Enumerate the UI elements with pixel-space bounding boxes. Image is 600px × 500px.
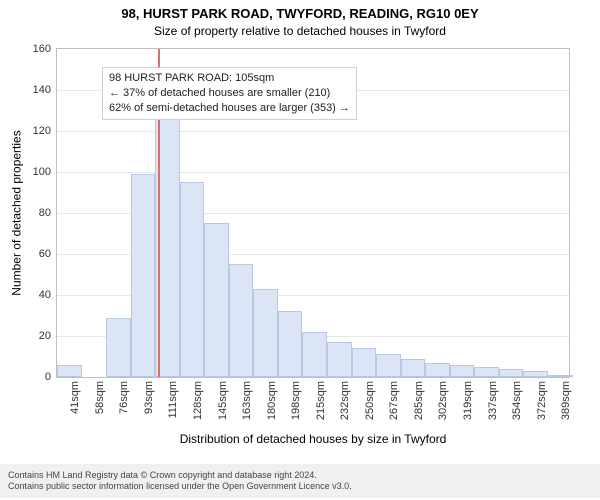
x-tick: 232sqm (339, 381, 351, 420)
histogram-bar (474, 367, 499, 377)
x-tick: 180sqm (266, 381, 278, 420)
x-tick: 198sqm (290, 381, 302, 420)
histogram-bar (302, 332, 327, 377)
figure: 98, HURST PARK ROAD, TWYFORD, READING, R… (0, 0, 600, 500)
histogram-bar (376, 354, 401, 377)
gridline (57, 131, 569, 132)
footer: Contains HM Land Registry data © Crown c… (0, 464, 600, 499)
x-tick: 285sqm (413, 381, 425, 420)
chart-subtitle: Size of property relative to detached ho… (0, 24, 600, 38)
histogram-bar (278, 311, 303, 377)
y-tick: 60 (39, 248, 51, 260)
x-tick: 337sqm (487, 381, 499, 420)
histogram-bar (499, 369, 524, 377)
x-tick: 372sqm (536, 381, 548, 420)
histogram-bar (548, 375, 573, 377)
y-tick: 40 (39, 289, 51, 301)
histogram-bar (131, 174, 156, 377)
histogram-bar (425, 363, 450, 377)
histogram-bar (180, 182, 205, 377)
x-tick: 93sqm (143, 381, 155, 414)
annotation-line: 62% of semi-detached houses are larger (… (109, 101, 350, 116)
plot-area: 98 HURST PARK ROAD: 105sqm ← 37% of deta… (56, 48, 570, 378)
histogram-bar (253, 289, 278, 377)
x-tick: 163sqm (241, 381, 253, 420)
histogram-bar (523, 371, 548, 377)
annotation-box: 98 HURST PARK ROAD: 105sqm ← 37% of deta… (102, 67, 357, 120)
x-tick: 76sqm (118, 381, 130, 414)
x-tick: 215sqm (315, 381, 327, 420)
x-tick: 128sqm (192, 381, 204, 420)
gridline (57, 172, 569, 173)
y-tick: 80 (39, 207, 51, 219)
x-tick: 58sqm (94, 381, 106, 414)
x-tick: 41sqm (69, 381, 81, 414)
y-tick: 100 (33, 166, 51, 178)
histogram-bar (229, 264, 254, 377)
y-tick: 20 (39, 330, 51, 342)
x-tick: 389sqm (560, 381, 572, 420)
histogram-bar (57, 365, 82, 377)
annotation-line: ← 37% of detached houses are smaller (21… (109, 86, 350, 101)
histogram-bar (352, 348, 377, 377)
chart-title: 98, HURST PARK ROAD, TWYFORD, READING, R… (0, 6, 600, 21)
footer-line: Contains HM Land Registry data © Crown c… (8, 470, 592, 481)
x-tick: 267sqm (388, 381, 400, 420)
histogram-bar (106, 318, 131, 377)
annotation-line: 98 HURST PARK ROAD: 105sqm (109, 71, 350, 86)
histogram-bar (327, 342, 352, 377)
y-axis-label: Number of detached properties (10, 48, 24, 378)
x-tick: 354sqm (511, 381, 523, 420)
x-tick: 111sqm (167, 381, 179, 419)
x-tick: 250sqm (364, 381, 376, 420)
x-tick: 145sqm (217, 381, 229, 420)
y-tick: 120 (33, 125, 51, 137)
footer-line: Contains public sector information licen… (8, 481, 592, 492)
y-tick: 160 (33, 43, 51, 55)
y-tick: 0 (45, 371, 51, 383)
y-tick: 140 (33, 84, 51, 96)
histogram-bar (401, 359, 426, 377)
x-tick: 302sqm (437, 381, 449, 420)
histogram-bar (204, 223, 229, 377)
x-axis-label: Distribution of detached houses by size … (56, 432, 570, 446)
histogram-bar (450, 365, 475, 377)
x-tick: 319sqm (462, 381, 474, 420)
